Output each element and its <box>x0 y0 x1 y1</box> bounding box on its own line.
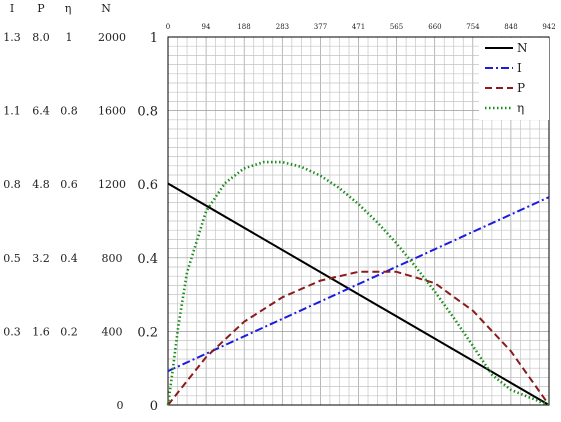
left-axis-label-N: 400 <box>102 325 123 338</box>
left-axis-label-N: 800 <box>102 252 123 265</box>
left-axis-label-P: 3.2 <box>32 252 50 265</box>
series-line-η <box>166 160 550 407</box>
left-axis-label-N: 1600 <box>98 105 126 118</box>
left-axis-label-N: 1200 <box>98 178 126 191</box>
legend-label-η: η <box>517 101 524 115</box>
series-line-I <box>167 196 550 373</box>
left-axis-label-η: 0.6 <box>60 178 78 191</box>
tick-labels: 0 94 188 283 377 471 565 660 754 848 942 0 0.2 0.4 0.6… <box>137 23 555 414</box>
series-layer <box>166 160 550 407</box>
x-tick-label: 0 <box>166 23 170 31</box>
left-axis-label-I: 0.5 <box>3 252 21 265</box>
legend-label-N: N <box>517 41 528 55</box>
x-tick-label: 848 <box>504 23 517 31</box>
x-tick-label: 471 <box>352 23 365 31</box>
y-tick-label: 0.8 <box>137 105 158 120</box>
left-axis-label-N: 2000 <box>98 31 126 44</box>
x-tick-label: 565 <box>390 23 403 31</box>
series-line-N <box>167 182 550 406</box>
left-axis-label-η: 1 <box>66 31 73 44</box>
legend-label-P: P <box>517 81 525 95</box>
x-tick-label: 94 <box>202 23 211 31</box>
x-tick-label: 754 <box>466 23 480 31</box>
left-axis-label-I: 0.8 <box>3 178 21 191</box>
y-tick-label: 0.6 <box>137 178 158 193</box>
plot-border <box>167 36 550 406</box>
left-axis-header-P: P <box>37 2 45 15</box>
left-axis-label-I: 1.3 <box>3 31 21 44</box>
left-axis-label-I: 0.3 <box>3 325 21 338</box>
y-tick-label: 0 <box>150 399 158 414</box>
grid-lines <box>168 37 549 405</box>
y-tick-label: 1 <box>150 31 158 46</box>
x-tick-label: 188 <box>237 23 250 31</box>
x-tick-label: 660 <box>428 23 441 31</box>
x-tick-label: 942 <box>542 23 555 31</box>
left-axis-label-η: 0.2 <box>60 325 78 338</box>
left-axis-zero-label: 0 <box>117 399 124 412</box>
y-tick-label: 0.2 <box>137 325 158 340</box>
left-axis-label-P: 1.6 <box>32 325 50 338</box>
left-axis-label-η: 0.8 <box>60 105 78 118</box>
left-axis-label-P: 4.8 <box>32 178 50 191</box>
x-tick-label: 283 <box>276 23 289 31</box>
left-axis-label-P: 8.0 <box>32 31 50 44</box>
legend-label-I: I <box>517 61 522 75</box>
x-tick-label: 377 <box>314 23 327 31</box>
left-axis-header-I: I <box>10 2 14 15</box>
y-tick-label: 0.4 <box>137 252 158 267</box>
left-axis-label-I: 1.1 <box>3 105 21 118</box>
left-axis-label-η: 0.4 <box>60 252 78 265</box>
left-axis-header-N: N <box>101 2 111 15</box>
left-axis-label-P: 6.4 <box>32 105 50 118</box>
left-axis-header-η: η <box>65 2 72 15</box>
legend-box <box>479 38 549 120</box>
left-secondary-axes: I 0.3 0.5 0.8 1.1 1.3 P 1.6 3.2 4.8 6.4 8.0 η 0.2 0.4 0… <box>3 2 126 412</box>
